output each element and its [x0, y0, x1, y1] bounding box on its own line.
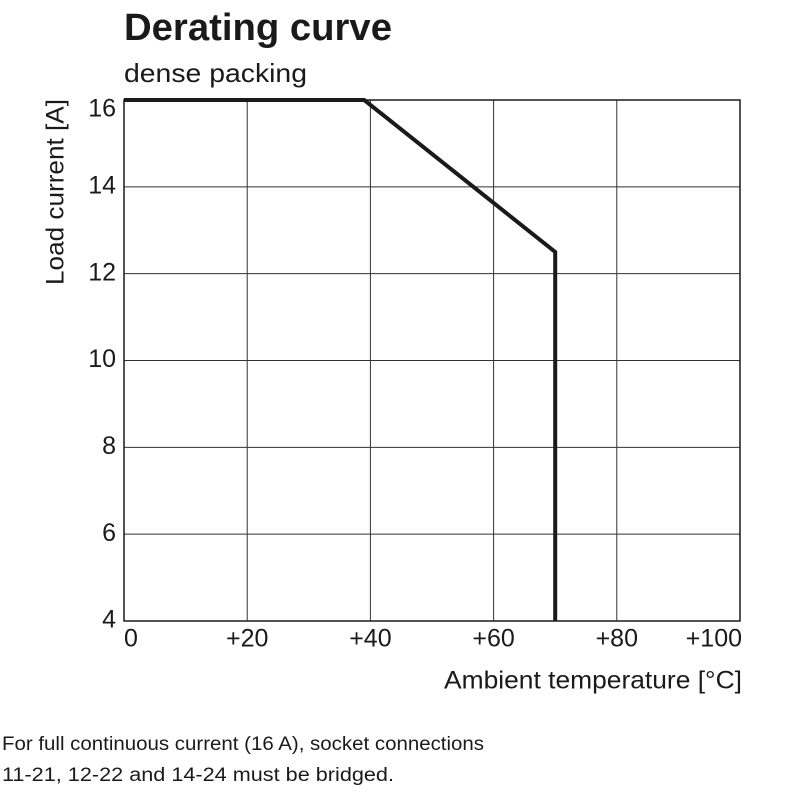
footnote: For full continuous current (16 A), sock… — [2, 734, 484, 755]
x-tick-label: 0 — [124, 625, 138, 653]
footnote: 11-21, 12-22 and 14-24 must be bridged. — [2, 765, 394, 786]
y-tick-label: 6 — [102, 519, 116, 547]
x-tick-label: +40 — [349, 625, 391, 653]
x-axis-label: Ambient temperature [°C] — [444, 667, 742, 695]
y-tick-label: 10 — [88, 345, 116, 373]
x-tick-label: +20 — [226, 625, 268, 653]
derating-line — [124, 98, 558, 621]
y-tick-label: 16 — [88, 95, 116, 123]
x-tick-label: +60 — [472, 625, 514, 653]
chart-subtitle: dense packing — [124, 58, 307, 88]
y-tick-label: 12 — [88, 258, 116, 286]
y-tick-label: 4 — [102, 606, 116, 634]
chart-title: Derating curve — [124, 7, 392, 49]
y-tick-label: 8 — [102, 432, 116, 460]
y-tick-label: 14 — [88, 171, 116, 199]
x-tick-label: +80 — [596, 625, 638, 653]
plot-frame — [123, 99, 741, 622]
x-tick-label: +100 — [686, 625, 742, 653]
y-axis-label: Load current [A] — [42, 99, 70, 285]
